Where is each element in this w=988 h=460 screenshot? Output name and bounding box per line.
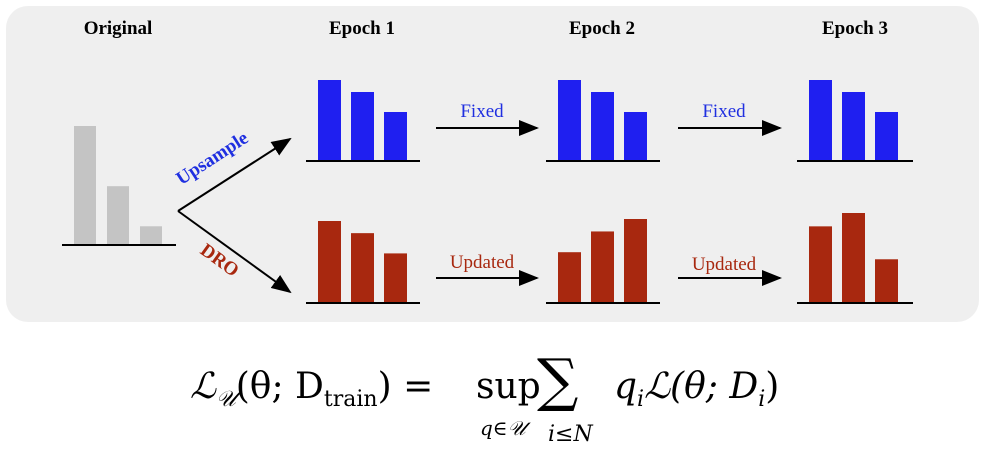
header-original: Original (83, 18, 153, 39)
bar-dro-epoch1-2 (351, 233, 374, 302)
bar-upsample-epoch3-1 (809, 80, 832, 160)
bar-original-3 (140, 226, 162, 244)
transition-label-top-1: Fixed (460, 101, 504, 122)
bar-dro-epoch2-1 (558, 252, 581, 302)
header-epoch-3: Epoch 3 (822, 18, 888, 39)
bar-upsample-epoch3-2 (842, 92, 865, 160)
bar-upsample-epoch2-2 (591, 92, 614, 160)
header-epoch-1: Epoch 1 (329, 18, 395, 39)
bar-dro-epoch1-3 (384, 253, 407, 302)
bar-dro-epoch1-1 (318, 221, 341, 302)
bar-upsample-epoch2-1 (558, 80, 581, 160)
formula-sum-symbol: ∑ (537, 346, 579, 414)
bar-upsample-epoch3-3 (875, 112, 898, 160)
bar-dro-epoch3-2 (842, 213, 865, 302)
transition-label-top-2: Fixed (702, 101, 746, 122)
bar-dro-epoch3-1 (809, 226, 832, 302)
transition-label-bottom-1: Updated (449, 252, 515, 273)
header-epoch-2: Epoch 2 (569, 18, 635, 39)
formula-rhs: qiℒ(θ; Di) (614, 366, 780, 413)
transition-label-bottom-2: Updated (691, 254, 757, 275)
formula-sup-subscript: q∈𝒰 (480, 416, 526, 440)
branch-arrow-upsample (177, 137, 292, 212)
bar-original-2 (107, 186, 129, 244)
bar-dro-epoch2-3 (624, 219, 647, 302)
branch-arrow-dro (177, 210, 292, 294)
histogram-diagram (62, 80, 913, 304)
bar-dro-epoch3-3 (875, 259, 898, 302)
bar-upsample-epoch1-1 (318, 80, 341, 160)
bar-upsample-epoch1-2 (351, 92, 374, 160)
bar-dro-epoch2-2 (591, 231, 614, 302)
formula-sum-subscript: i≤N (548, 422, 593, 447)
objective-formula: ℒ𝒰(θ; Dtrain) = sup q∈𝒰 ∑ i≤N qiℒ(θ; Di) (0, 340, 988, 450)
formula-sup: sup (476, 366, 541, 407)
bar-original-1 (74, 126, 96, 244)
formula-lhs: ℒ𝒰(θ; Dtrain) = (190, 366, 434, 413)
bar-upsample-epoch2-3 (624, 112, 647, 160)
bar-upsample-epoch1-3 (384, 112, 407, 160)
